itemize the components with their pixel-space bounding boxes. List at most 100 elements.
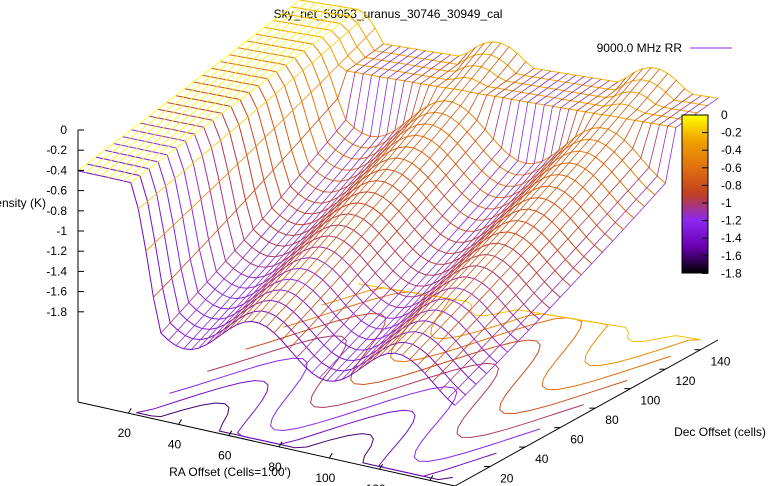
z-tick-label: -1 <box>56 224 67 238</box>
y-axis-label: Dec Offset (cells) <box>674 425 766 439</box>
colorbox-tick-label: -1.6 <box>721 249 742 263</box>
x-tick-label: 80 <box>268 460 282 474</box>
colorbox-bar <box>681 114 709 274</box>
surface-mesh <box>77 0 719 406</box>
z-axis-ticks: 0 -0.2 -0.4 -0.6 -0.8 -1 -1.2 -1.4 -1.6 -1.8 <box>46 123 84 319</box>
surface-column <box>296 69 543 358</box>
x-tick-mark <box>429 475 434 481</box>
surface-column <box>228 52 468 330</box>
colorbox-tick-label: -1.8 <box>721 266 742 280</box>
surface-row <box>291 6 708 107</box>
surface-column <box>221 55 460 335</box>
z-tick-label: -1.6 <box>46 285 67 299</box>
z-tick-label: -0.6 <box>46 184 67 198</box>
colorbox: 0 -0.2 -0.4 -0.6 -0.8 -1 -1.2 -1.4 -1.6 -1.8 <box>681 108 742 280</box>
surface-column <box>401 68 660 356</box>
surface-column <box>371 77 627 361</box>
colorbox-tick-label: -0.8 <box>721 178 742 192</box>
surface-column <box>311 72 560 374</box>
surface-column <box>334 76 585 382</box>
surface-column <box>386 68 644 354</box>
y-tick-label: 120 <box>675 374 695 388</box>
x-tick-mark <box>379 463 384 470</box>
surface-column <box>326 74 577 382</box>
surface-column <box>243 43 485 323</box>
surface-column <box>251 41 493 322</box>
y-tick-label: 80 <box>605 413 619 427</box>
z-tick-label: -1.2 <box>46 244 67 258</box>
contour-map <box>136 283 701 481</box>
z-tick-label: -0.8 <box>46 204 67 218</box>
x-tick-label: 100 <box>315 471 335 485</box>
surface-row <box>255 33 666 184</box>
surface-column <box>198 51 435 349</box>
chart-title: Sky_net_58053_uranus_30746_30949_cal <box>274 7 503 21</box>
x-tick-label: 120 <box>366 482 386 486</box>
colorbox-tick-label: -0.4 <box>721 143 742 157</box>
surface-column <box>364 81 618 366</box>
x-tick-mark <box>178 419 182 425</box>
legend-label: 9000.0 MHz RR <box>597 41 683 55</box>
surface-column <box>258 42 501 324</box>
surface-row <box>131 129 519 342</box>
surface-column <box>273 53 518 334</box>
surface-column <box>288 68 535 350</box>
surface-column <box>92 2 317 175</box>
surface-row <box>122 136 508 353</box>
colorbox-tick-label: 0 <box>721 108 728 122</box>
colorbox-tick-label: -1.2 <box>721 214 742 228</box>
surface-column <box>213 54 451 341</box>
colorbox-tick-label: -1.4 <box>721 231 742 245</box>
surface-column <box>190 50 426 350</box>
surface-column <box>115 6 343 180</box>
surface-column <box>266 46 510 328</box>
surface-column <box>175 47 409 346</box>
z-axis-label: Intensity (K) <box>0 196 46 210</box>
surface-column <box>130 9 359 183</box>
colorbox-tick-label: -0.6 <box>721 161 742 175</box>
surface-column <box>349 78 602 377</box>
x-tick-mark <box>278 441 283 448</box>
surface-column <box>85 1 309 173</box>
surface-column <box>319 73 568 379</box>
z-tick-label: -1.8 <box>46 305 67 319</box>
surface-column <box>341 77 593 380</box>
y-axis-ticks: 20 40 60 80 100 120 140 <box>484 349 731 486</box>
x-tick-mark <box>328 452 333 459</box>
surface-column <box>303 70 552 367</box>
surface-column <box>153 43 384 298</box>
surface-column <box>417 79 677 366</box>
y-tick-label: 100 <box>640 394 660 408</box>
x-tick-label: 60 <box>218 449 232 463</box>
surface-column <box>168 46 401 341</box>
surface-row <box>202 74 603 253</box>
surface-column <box>160 44 393 334</box>
surface-row <box>237 47 645 207</box>
z-tick-label: -1.4 <box>46 264 67 278</box>
surface-column <box>236 47 476 326</box>
surface-row <box>113 143 498 364</box>
surface-column <box>77 0 301 172</box>
contour-line <box>358 283 701 342</box>
z-tick-label: -0.4 <box>46 163 67 177</box>
surface-column <box>205 53 443 346</box>
surface-row <box>86 163 466 396</box>
x-tick-label: 40 <box>168 437 182 451</box>
legend: 9000.0 MHz RR <box>597 41 732 55</box>
y-tick-label: 20 <box>500 472 514 486</box>
surface-row <box>220 61 624 230</box>
colorbox-tick-label: -0.2 <box>721 126 742 140</box>
surface-column <box>107 5 334 178</box>
z-tick-label: 0 <box>60 123 67 137</box>
surface-column <box>100 3 326 177</box>
contour-line <box>136 380 497 477</box>
surface-column <box>439 95 702 391</box>
surface-column <box>409 73 669 360</box>
surface-column <box>454 97 719 406</box>
surface-column <box>138 15 368 210</box>
surface-column <box>281 61 527 341</box>
surface-column <box>145 27 376 252</box>
